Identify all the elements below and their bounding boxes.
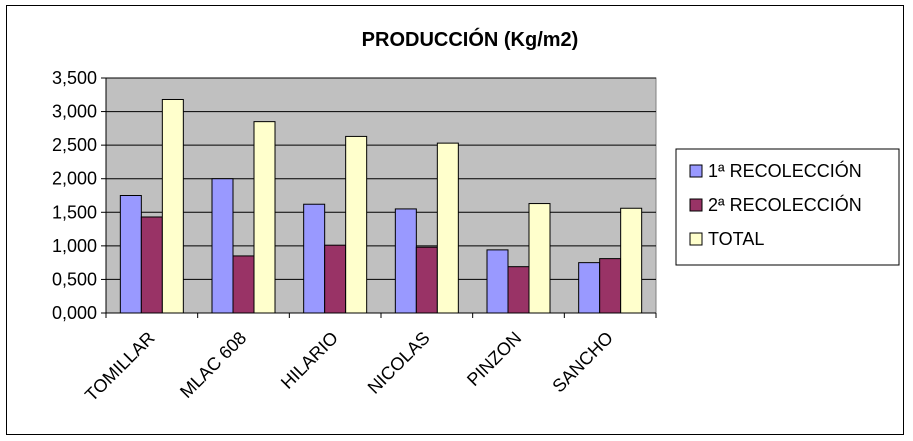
y-tick-label: 2,000 bbox=[52, 169, 97, 189]
bar bbox=[507, 266, 530, 314]
bar bbox=[324, 244, 347, 314]
y-tick-label: 0,000 bbox=[52, 303, 97, 323]
bar bbox=[486, 249, 509, 314]
plot-area bbox=[105, 77, 657, 314]
bar bbox=[528, 203, 551, 314]
legend-swatch bbox=[689, 232, 703, 246]
y-tick-label: 0,500 bbox=[52, 269, 97, 289]
bar bbox=[253, 121, 276, 314]
legend-label: TOTAL bbox=[708, 229, 764, 249]
bar bbox=[211, 178, 234, 314]
legend-box bbox=[675, 148, 900, 266]
x-tick-label: MLAC 608 bbox=[176, 328, 250, 402]
x-axis: TOMILLAR MLAC 608 HILARIO NICOLAS PINZON SANC… bbox=[81, 313, 657, 406]
bar bbox=[436, 142, 459, 314]
legend-swatch bbox=[689, 164, 703, 178]
bar bbox=[345, 135, 368, 314]
bar bbox=[415, 246, 438, 314]
x-tick-label: HILARIO bbox=[277, 328, 342, 393]
x-tick-label: NICOLAS bbox=[364, 328, 434, 398]
y-tick-label: 1,500 bbox=[52, 202, 97, 222]
bar bbox=[620, 207, 643, 314]
bar bbox=[394, 208, 417, 314]
legend-swatch bbox=[689, 198, 703, 212]
bar bbox=[303, 203, 326, 314]
x-tick-label: PINZON bbox=[463, 328, 525, 390]
legend-label: 2ª RECOLECCIÓN bbox=[708, 194, 862, 215]
bar bbox=[119, 195, 142, 314]
legend-label: 1ª RECOLECCIÓN bbox=[708, 160, 862, 181]
gridlines bbox=[106, 77, 656, 280]
y-tick-label: 1,000 bbox=[52, 236, 97, 256]
y-tick-label: 2,500 bbox=[52, 135, 97, 155]
y-tick-label: 3,500 bbox=[52, 68, 97, 88]
y-tick-label: 3,000 bbox=[52, 102, 97, 122]
bar bbox=[232, 255, 255, 314]
chart-title: PRODUCCIÓN (Kg/m2) bbox=[362, 27, 579, 51]
legend: 1ª RECOLECCIÓN 2ª RECOLECCIÓN TOTAL bbox=[675, 148, 900, 266]
bar bbox=[161, 98, 184, 314]
bar bbox=[140, 216, 163, 314]
x-tick-label: TOMILLAR bbox=[81, 328, 159, 406]
x-tick-label: SANCHO bbox=[548, 328, 617, 397]
bar bbox=[578, 262, 601, 314]
bar bbox=[599, 258, 622, 314]
bars bbox=[119, 98, 643, 314]
